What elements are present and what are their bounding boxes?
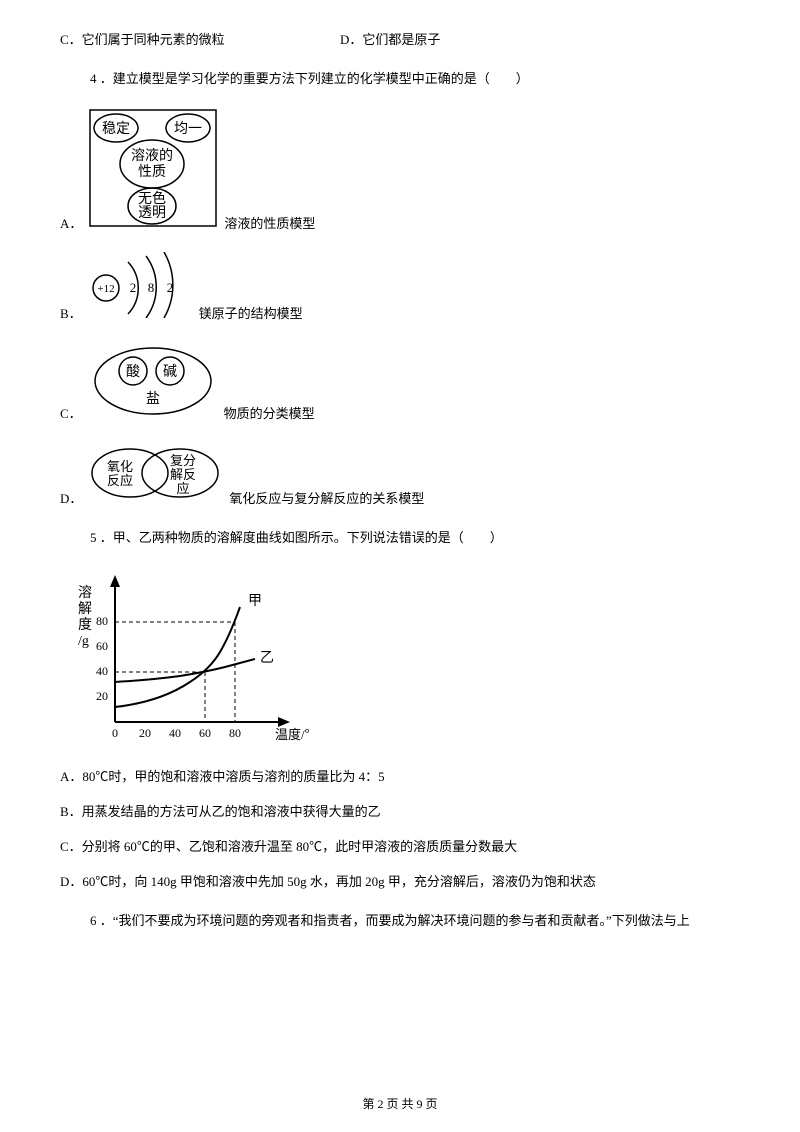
svg-text:氧化: 氧化 [107, 459, 133, 474]
option-letter: D． [60, 489, 82, 510]
question-4-stem: 4 ．建立模型是学习化学的重要方法下列建立的化学模型中正确的是（ ） [90, 69, 740, 90]
option-letter: B． [60, 304, 82, 325]
svg-text:2: 2 [129, 280, 136, 295]
svg-text:8: 8 [147, 280, 154, 295]
svg-text:+12: +12 [97, 283, 114, 295]
svg-text:反应: 反应 [107, 473, 133, 488]
option-letter: A． [60, 214, 82, 235]
svg-text:溶: 溶 [78, 585, 92, 601]
svg-text:40: 40 [96, 664, 108, 678]
svg-text:复分: 复分 [170, 453, 196, 468]
option-caption: 镁原子的结构模型 [199, 304, 303, 325]
mg-atom-diagram: +12 2 8 2 [88, 252, 193, 325]
q5-option-a: A．80℃时，甲的饱和溶液中溶质与溶剂的质量比为 4：5 [60, 767, 740, 788]
solution-properties-diagram: 稳定 均一 溶液的 性质 无色 透明 [88, 108, 218, 235]
svg-text:2: 2 [166, 280, 173, 295]
svg-text:应: 应 [177, 481, 190, 496]
svg-text:80: 80 [96, 614, 108, 628]
svg-text:稳定: 稳定 [102, 121, 130, 137]
q5-option-b: B．用蒸发结晶的方法可从乙的饱和溶液中获得大量的乙 [60, 802, 740, 823]
question-6-stem: 6 ．“我们不要成为环境问题的旁观者和指责者，而要成为解决环境问题的参与者和贡献… [90, 911, 740, 932]
svg-text:解: 解 [78, 601, 92, 617]
q5-option-d: D．60℃时，向 140g 甲饱和溶液中先加 50g 水，再加 20g 甲，充分… [60, 872, 740, 893]
svg-text:酸: 酸 [126, 364, 140, 380]
substance-class-diagram: 酸 碱 盐 [88, 343, 218, 425]
svg-text:无色: 无色 [138, 190, 166, 207]
svg-text:0: 0 [112, 726, 118, 740]
q4-option-b: B． +12 2 8 2 镁原子的结构模型 [60, 252, 740, 325]
reaction-relation-diagram: 氧化 反应 复分 解反 应 [88, 443, 223, 510]
svg-text:温度/℃: 温度/℃ [275, 727, 310, 742]
option-letter: C． [60, 404, 82, 425]
svg-text:/g: /g [78, 634, 89, 649]
svg-text:40: 40 [169, 726, 181, 740]
q4-option-d: D． 氧化 反应 复分 解反 应 氧化反应与复分解反应的关系模型 [60, 443, 740, 510]
svg-text:性质: 性质 [138, 164, 166, 180]
svg-text:度: 度 [78, 617, 92, 633]
svg-text:透明: 透明 [138, 205, 166, 221]
prev-question-options: C．它们属于同种元素的微粒 D．它们都是原子 [60, 30, 740, 51]
svg-text:溶液的: 溶液的 [131, 148, 173, 164]
question-5-stem: 5 ．甲、乙两种物质的溶解度曲线如图所示。下列说法错误的是（ ） [90, 528, 740, 549]
option-caption: 氧化反应与复分解反应的关系模型 [229, 489, 424, 510]
q4-option-c: C． 酸 碱 盐 物质的分类模型 [60, 343, 740, 425]
option-d: D．它们都是原子 [340, 30, 440, 51]
svg-text:解反: 解反 [170, 467, 196, 482]
svg-text:60: 60 [199, 726, 211, 740]
svg-text:均一: 均一 [174, 121, 202, 137]
svg-text:甲: 甲 [248, 594, 262, 609]
svg-text:60: 60 [96, 639, 108, 653]
option-c: C．它们属于同种元素的微粒 [60, 30, 340, 51]
page-footer: 第 2 页 共 9 页 [0, 1095, 800, 1114]
option-caption: 溶液的性质模型 [224, 214, 315, 235]
svg-text:盐: 盐 [146, 391, 160, 407]
q5-option-c: C．分别将 60℃的甲、乙饱和溶液升温至 80℃，此时甲溶液的溶质质量分数最大 [60, 837, 740, 858]
option-caption: 物质的分类模型 [224, 404, 315, 425]
svg-text:20: 20 [139, 726, 151, 740]
solubility-chart: 溶 解 度 /g 80 60 40 20 0 20 40 60 80 温度/℃ … [60, 567, 740, 754]
svg-text:乙: 乙 [260, 650, 274, 666]
q4-option-a: A． 稳定 均一 溶液的 性质 无色 透明 溶液的性质模型 [60, 108, 740, 235]
svg-text:80: 80 [229, 726, 241, 740]
svg-text:碱: 碱 [163, 364, 177, 380]
svg-text:20: 20 [96, 689, 108, 703]
